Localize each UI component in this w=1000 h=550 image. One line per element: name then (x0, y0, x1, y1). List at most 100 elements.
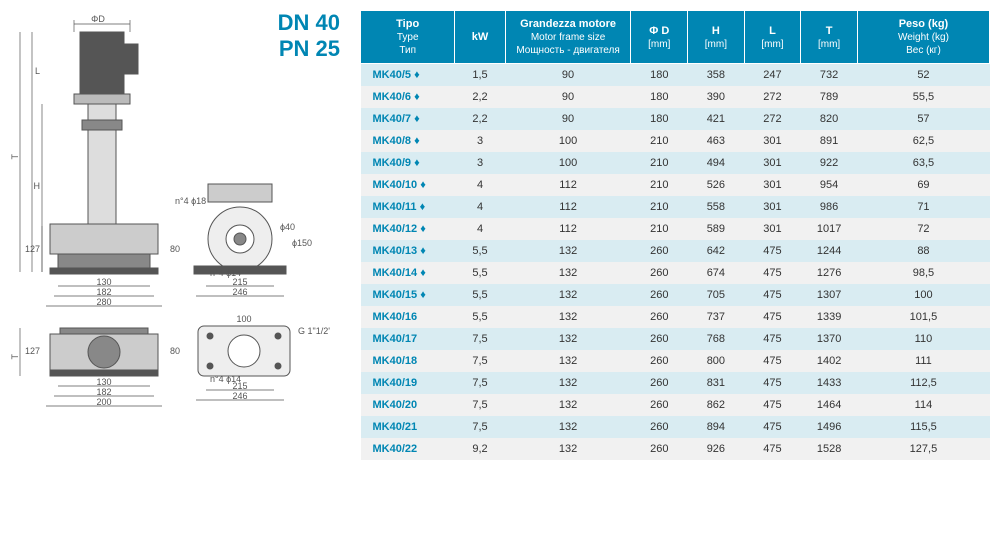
type-cell: MK40/22 (361, 438, 455, 460)
dim-200: 200 (96, 397, 111, 407)
type-cell: MK40/11 ♦ (361, 196, 455, 218)
table-body: MK40/5 ♦1,59018035824773252MK40/6 ♦2,290… (361, 64, 990, 461)
value-cell: 390 (688, 86, 745, 108)
type-cell: MK40/15 ♦ (361, 284, 455, 306)
value-cell: 954 (801, 174, 858, 196)
table-column: TipoTypeТипkWGrandezza motoreMotor frame… (360, 10, 990, 524)
value-cell: 52 (857, 64, 989, 87)
value-cell: 1276 (801, 262, 858, 284)
value-cell: 926 (688, 438, 745, 460)
value-cell: 132 (505, 416, 631, 438)
value-cell: 475 (744, 262, 801, 284)
value-cell: 210 (631, 196, 688, 218)
type-cell: MK40/16 (361, 306, 455, 328)
value-cell: 475 (744, 328, 801, 350)
value-cell: 5,5 (455, 284, 505, 306)
dim-100: 100 (236, 314, 251, 324)
dim-g112: G 1"1/2' (298, 326, 330, 336)
value-cell: 642 (688, 240, 745, 262)
value-cell: 180 (631, 64, 688, 87)
table-row: MK40/12 ♦4112210589301101772 (361, 218, 990, 240)
technical-drawing: ΦD L T H 127 80 ϕ40 ϕ150 n°4 ϕ18 130 182… (10, 14, 350, 524)
value-cell: 358 (688, 64, 745, 87)
value-cell: 111 (857, 350, 989, 372)
table-row: MK40/197,51322608314751433112,5 (361, 372, 990, 394)
type-cell: MK40/10 ♦ (361, 174, 455, 196)
value-cell: 260 (631, 438, 688, 460)
value-cell: 732 (801, 64, 858, 87)
value-cell: 2,2 (455, 108, 505, 130)
value-cell: 247 (744, 64, 801, 87)
dim-80b: 80 (170, 346, 180, 356)
col-header: kW (455, 11, 505, 64)
value-cell: 90 (505, 108, 631, 130)
value-cell: 891 (801, 130, 858, 152)
type-cell: MK40/9 ♦ (361, 152, 455, 174)
value-cell: 260 (631, 240, 688, 262)
value-cell: 100 (505, 152, 631, 174)
value-cell: 72 (857, 218, 989, 240)
value-cell: 1017 (801, 218, 858, 240)
value-cell: 112 (505, 218, 631, 240)
value-cell: 260 (631, 306, 688, 328)
table-row: MK40/7 ♦2,29018042127282057 (361, 108, 990, 130)
value-cell: 1528 (801, 438, 858, 460)
value-cell: 301 (744, 130, 801, 152)
value-cell: 210 (631, 174, 688, 196)
value-cell: 1244 (801, 240, 858, 262)
spec-table: TipoTypeТипkWGrandezza motoreMotor frame… (360, 10, 990, 460)
dim-150: ϕ150 (292, 238, 312, 248)
value-cell: 1402 (801, 350, 858, 372)
dim-T: T (10, 154, 20, 160)
value-cell: 4 (455, 218, 505, 240)
model-heading: DN 40 PN 25 (278, 10, 340, 63)
value-cell: 4 (455, 174, 505, 196)
value-cell: 62,5 (857, 130, 989, 152)
value-cell: 63,5 (857, 152, 989, 174)
value-cell: 494 (688, 152, 745, 174)
value-cell: 475 (744, 284, 801, 306)
value-cell: 112,5 (857, 372, 989, 394)
value-cell: 526 (688, 174, 745, 196)
value-cell: 5,5 (455, 240, 505, 262)
value-cell: 1433 (801, 372, 858, 394)
value-cell: 674 (688, 262, 745, 284)
dim-Tb: T (10, 354, 20, 360)
value-cell: 132 (505, 394, 631, 416)
dim-n4-14b: n°4 ϕ14 (210, 374, 241, 384)
dim-182a: 182 (96, 287, 111, 297)
col-header: Φ D[mm] (631, 11, 688, 64)
value-cell: 115,5 (857, 416, 989, 438)
type-cell: MK40/21 (361, 416, 455, 438)
type-cell: MK40/8 ♦ (361, 130, 455, 152)
col-header: H[mm] (688, 11, 745, 64)
value-cell: 114 (857, 394, 989, 416)
value-cell: 475 (744, 350, 801, 372)
value-cell: 1496 (801, 416, 858, 438)
col-header: L[mm] (744, 11, 801, 64)
value-cell: 210 (631, 152, 688, 174)
table-row: MK40/177,51322607684751370110 (361, 328, 990, 350)
dim-246b: 246 (232, 391, 247, 401)
type-cell: MK40/19 (361, 372, 455, 394)
value-cell: 475 (744, 306, 801, 328)
col-header: T[mm] (801, 11, 858, 64)
value-cell: 789 (801, 86, 858, 108)
table-row: MK40/8 ♦310021046330189162,5 (361, 130, 990, 152)
value-cell: 986 (801, 196, 858, 218)
value-cell: 260 (631, 350, 688, 372)
value-cell: 768 (688, 328, 745, 350)
dim-phiD: ΦD (91, 14, 105, 24)
value-cell: 5,5 (455, 306, 505, 328)
value-cell: 301 (744, 196, 801, 218)
dim-n4-14a: n°4 ϕ14 (210, 268, 241, 278)
value-cell: 7,5 (455, 372, 505, 394)
value-cell: 301 (744, 218, 801, 240)
value-cell: 475 (744, 438, 801, 460)
value-cell: 260 (631, 328, 688, 350)
dim-H: H (34, 181, 41, 191)
dim-127b: 127 (25, 346, 40, 356)
type-cell: MK40/17 (361, 328, 455, 350)
value-cell: 1370 (801, 328, 858, 350)
value-cell: 112 (505, 196, 631, 218)
